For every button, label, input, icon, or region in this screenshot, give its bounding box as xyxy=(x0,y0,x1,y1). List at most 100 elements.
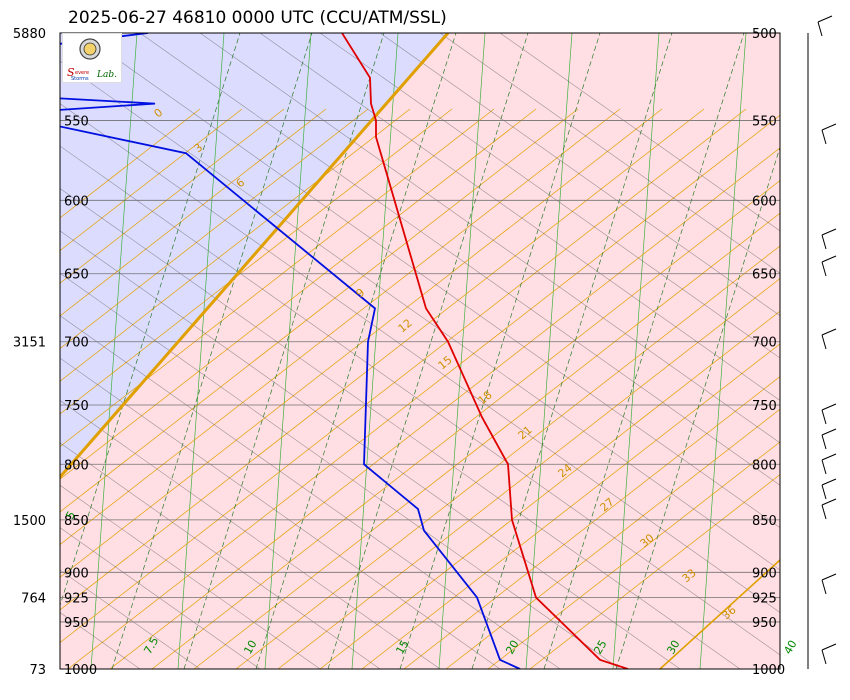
isotherm-line xyxy=(699,33,747,669)
page-title: 2025-06-27 46810 0000 UTC (CCU/ATM/SSL) xyxy=(68,8,447,28)
pressure-label-right: 850 xyxy=(752,514,777,529)
dry-adiabat-line xyxy=(319,310,780,669)
isotherm-line xyxy=(351,33,399,669)
dry-adiabat-line xyxy=(60,108,537,480)
isotherm-line xyxy=(612,33,660,669)
pressure-label-left: 925 xyxy=(64,591,89,606)
logo-lab-text: Lab. xyxy=(96,70,117,80)
isotherm-line xyxy=(264,33,312,669)
isotherm-label: 20 xyxy=(503,638,521,657)
temperature-profile xyxy=(341,33,629,669)
dry-adiabat-line xyxy=(235,245,780,669)
wind-barb xyxy=(821,228,837,236)
pressure-label-right: 1000 xyxy=(752,663,785,678)
moist-adiabat-line xyxy=(259,33,780,401)
dry-adiabat-line xyxy=(60,108,495,447)
moist-adiabat-line xyxy=(60,442,381,669)
parcel-line-lower xyxy=(659,559,780,669)
isotherm-label: 30 xyxy=(664,638,682,657)
pressure-label-left: 850 xyxy=(64,514,89,529)
wind-barb-flag xyxy=(821,579,827,595)
wind-barb-flag xyxy=(821,234,827,250)
pressure-label-right: 750 xyxy=(752,399,777,414)
height-label: 1500 xyxy=(13,514,46,529)
wind-barb-flag xyxy=(821,434,827,450)
dry-adiabat-line xyxy=(60,108,285,284)
pressure-label-right: 550 xyxy=(752,114,777,129)
moist-adiabat-line xyxy=(60,60,780,571)
height-label: 764 xyxy=(21,591,46,606)
moist-adiabat-line xyxy=(60,357,501,669)
moist-adiabat-line xyxy=(139,33,780,486)
mixing-ratio-line xyxy=(255,33,457,669)
dry-adiabat-line xyxy=(60,108,243,251)
wind-barb xyxy=(821,478,837,486)
pressure-label-right: 925 xyxy=(752,591,777,606)
isotherm-label: 10 xyxy=(241,638,259,657)
dry-adiabat-line xyxy=(529,474,780,669)
mixing-ratio-line xyxy=(543,33,745,669)
dry-adiabat-line xyxy=(151,180,780,669)
wind-barb-flag xyxy=(821,409,827,425)
moist-adiabat-line xyxy=(60,400,441,669)
pressure-label-left: 700 xyxy=(64,336,89,351)
pressure-labels-left: 550 600 650 700 750 800 850 900 925 950 1000 xyxy=(64,114,97,678)
wind-barb xyxy=(821,573,837,581)
wind-barb xyxy=(821,428,837,436)
pressure-label-left: 650 xyxy=(64,268,89,283)
pressure-label-left: 550 xyxy=(64,114,89,129)
isotherm-line xyxy=(525,33,573,669)
wind-barb-flag xyxy=(821,261,827,277)
moist-adiabat-line xyxy=(379,33,780,317)
isotherm-line xyxy=(4,33,50,669)
pressure-label-left: 600 xyxy=(64,194,89,209)
wind-barb xyxy=(821,255,837,263)
dewpoint-profile xyxy=(60,33,521,669)
moist-adiabat-line xyxy=(79,33,780,529)
dry-adiabat-line xyxy=(60,108,747,643)
mixing-ratio-line xyxy=(399,33,601,669)
pressure-label-right: 700 xyxy=(752,336,777,351)
moist-adiabat-line xyxy=(499,33,780,232)
svg-text:S: S xyxy=(67,66,75,79)
moist-adiabat-line xyxy=(319,33,780,359)
wind-barb-flag xyxy=(817,21,823,37)
pressure-label-right: 600 xyxy=(752,194,777,209)
lab-logo: S evere Storms Lab. xyxy=(62,33,122,83)
wind-barb xyxy=(821,328,837,336)
pressure-labels-right: 500 550 600 650 700 750 800 850 900 925 950 1000 xyxy=(752,27,785,678)
mixing-ratio-line xyxy=(471,33,673,669)
dry-adiabat-line xyxy=(445,408,780,669)
mixing-ratio-line xyxy=(183,33,385,669)
wind-barb xyxy=(821,453,837,461)
dry-adiabat-line xyxy=(60,108,579,513)
dry-adiabat-line xyxy=(277,278,780,669)
wind-barb-flag xyxy=(821,504,827,520)
wind-barb-flag xyxy=(821,484,827,500)
pressure-label-left: 1000 xyxy=(64,663,97,678)
wind-barb xyxy=(821,123,837,131)
pressure-label-left: 800 xyxy=(64,458,89,473)
pressure-label-right: 800 xyxy=(752,458,777,473)
wind-barb-flag xyxy=(821,649,827,665)
wind-barb-flag xyxy=(821,459,827,475)
dry-adiabat-line xyxy=(193,212,780,669)
pressure-label-left: 950 xyxy=(64,616,89,631)
height-label: 73 xyxy=(29,663,46,678)
plot-frame xyxy=(59,32,781,670)
pressure-label-left: 900 xyxy=(64,566,89,581)
isotherm-label: 40 xyxy=(781,638,799,657)
parcel-line xyxy=(60,33,450,478)
dry-adiabat-line xyxy=(60,108,453,415)
dry-adiabat-line xyxy=(60,108,369,349)
pressure-label-right: 500 xyxy=(752,27,777,42)
dry-adiabat-line xyxy=(60,108,411,382)
pressure-label-right: 650 xyxy=(752,268,777,283)
moist-adiabat-line xyxy=(60,230,681,669)
isotherm-line xyxy=(90,33,138,669)
pressure-label-right: 950 xyxy=(752,616,777,631)
height-label: 5880 xyxy=(13,27,46,42)
mixing-ratio-line xyxy=(111,33,313,669)
plot-area xyxy=(4,33,780,669)
